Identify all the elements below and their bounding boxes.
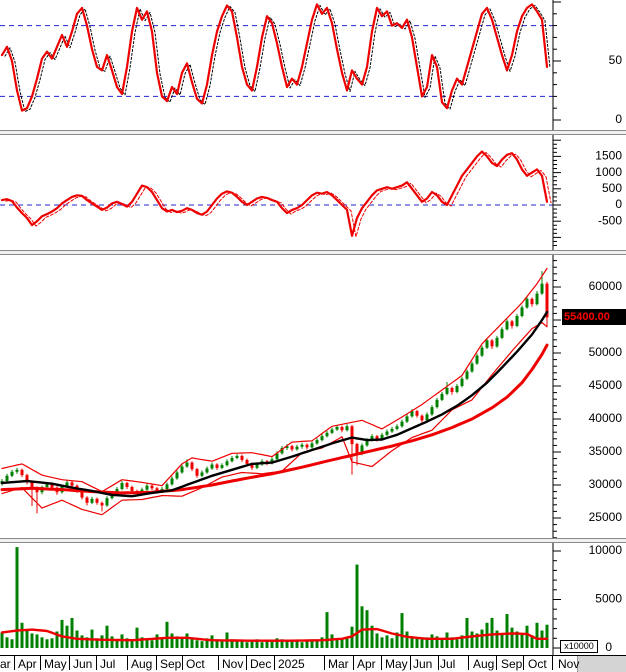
month-label: 2025 — [278, 657, 305, 671]
month-tick — [274, 656, 275, 670]
panel-volume[interactable]: 10000 5000 0 — [0, 543, 626, 655]
y-axis-label: 500 — [602, 181, 622, 195]
month-label: May — [44, 657, 67, 671]
month-tick — [156, 656, 157, 670]
momentum-line — [0, 150, 549, 237]
month-tick — [468, 656, 469, 670]
stochastic-line — [0, 3, 549, 112]
price-plot: 60000 50000 45000 40000 35000 30000 25000 — [0, 255, 623, 538]
month-label: Jul — [440, 657, 456, 671]
y-axis-label: 0 — [615, 197, 622, 211]
panel-price[interactable]: 60000 50000 45000 40000 35000 30000 25000 — [0, 255, 626, 538]
panel-stochastic[interactable]: 50 0 — [0, 0, 626, 130]
y-axis-label: 0 — [615, 112, 622, 126]
y-axis-label: 40000 — [589, 411, 623, 425]
y-axis-label: 50000 — [589, 345, 623, 359]
y-axis[interactable]: 10000 5000 0 — [552, 543, 623, 655]
month-label: Nov — [222, 657, 244, 671]
month-tick — [381, 656, 382, 670]
month-label: Oct — [186, 657, 205, 671]
volume-plot: 10000 5000 0 — [0, 543, 623, 655]
panel-splitter[interactable] — [0, 250, 626, 255]
y-axis-label: 1000 — [595, 165, 622, 179]
ma-black-line — [0, 310, 549, 498]
month-tick — [353, 656, 354, 670]
y-axis-label: 5000 — [595, 592, 622, 606]
momentum-plot: 1500 1000 500 0 -500 — [0, 135, 622, 250]
month-tick — [552, 656, 553, 670]
month-tick — [496, 656, 497, 670]
month-label: Sep — [501, 657, 523, 671]
month-tick — [96, 656, 97, 670]
y-axis-label: 50 — [609, 53, 623, 67]
month-tick — [127, 656, 128, 670]
month-label: Oct — [528, 657, 547, 671]
stochastic-plot: 50 0 — [0, 0, 623, 130]
month-label: Mar — [0, 657, 11, 671]
bollinger-upper-band — [1, 267, 548, 493]
volume-bars — [0, 547, 549, 648]
month-tick — [40, 656, 41, 670]
month-label: Aug — [473, 657, 495, 671]
month-label: Nov — [558, 657, 580, 671]
month-tick — [182, 656, 183, 670]
candlesticks — [0, 271, 549, 514]
month-tick — [523, 656, 524, 670]
month-label: Jun — [413, 657, 433, 671]
month-tick — [69, 656, 70, 670]
month-label: Dec — [250, 657, 272, 671]
y-axis-label: 30000 — [589, 477, 623, 491]
y-axis-label: 0 — [605, 640, 612, 654]
month-label: Jul — [100, 657, 116, 671]
y-axis[interactable]: 60000 50000 45000 40000 35000 30000 25000 — [552, 255, 623, 538]
bollinger-lower-band — [1, 321, 548, 516]
corner-spacer — [577, 656, 626, 672]
x-axis-timeline[interactable]: Mar Apr May Jun Jul Aug Sep Oct Nov Dec 2025 Mar Apr… — [0, 655, 626, 672]
last-price-label: 55400.00 — [562, 309, 626, 325]
y-axis[interactable]: 1500 1000 500 0 -500 — [552, 135, 622, 250]
month-label: Jun — [73, 657, 93, 671]
y-axis-label: 25000 — [589, 510, 623, 524]
month-label: May — [385, 657, 408, 671]
y-axis-label: 35000 — [589, 444, 623, 458]
y-axis-label: -500 — [598, 213, 622, 227]
month-tick — [14, 656, 15, 670]
y-axis-label: 60000 — [589, 279, 623, 293]
month-label: Sep — [160, 657, 182, 671]
volume-unit-label: x10000 — [560, 640, 598, 653]
month-label: Apr — [357, 657, 376, 671]
month-tick — [246, 656, 247, 670]
ma-red-line — [0, 343, 549, 495]
y-axis-label: 45000 — [589, 378, 623, 392]
month-label: Apr — [18, 657, 37, 671]
volume-ma-line — [0, 627, 549, 642]
month-tick — [410, 656, 411, 670]
y-axis-label: 1500 — [595, 149, 622, 163]
month-label: Mar — [328, 657, 349, 671]
y-axis-label: 10000 — [589, 543, 623, 557]
month-tick — [324, 656, 325, 670]
panel-splitter[interactable] — [0, 538, 626, 543]
y-axis[interactable]: 50 0 — [552, 0, 623, 130]
month-tick — [438, 656, 439, 670]
panel-momentum[interactable]: 1500 1000 500 0 -500 — [0, 135, 626, 250]
month-label: Aug — [131, 657, 153, 671]
panel-splitter[interactable] — [0, 130, 626, 135]
month-tick — [218, 656, 219, 670]
